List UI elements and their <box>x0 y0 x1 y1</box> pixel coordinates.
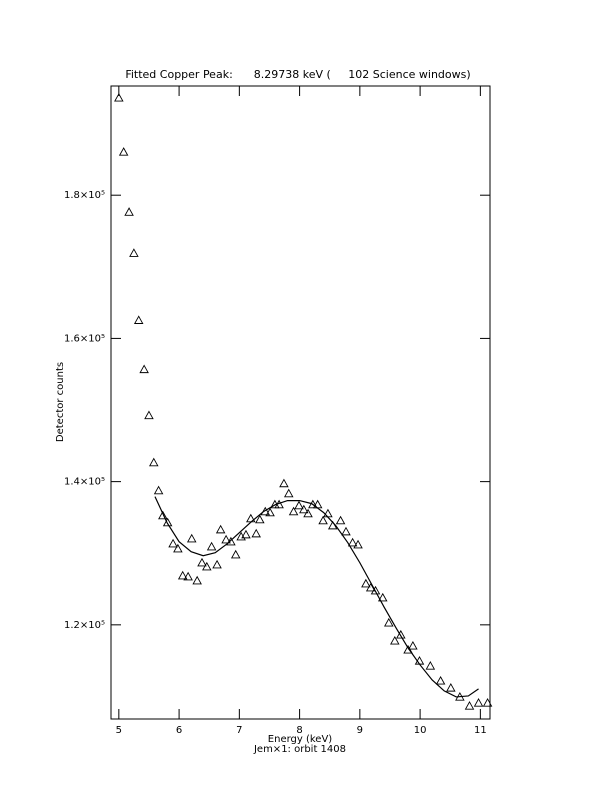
subtitle: Jem×1: orbit 1408 <box>253 744 346 755</box>
data-point <box>149 457 159 467</box>
data-point <box>446 682 456 692</box>
data-point <box>129 248 139 257</box>
chart-title: Fitted Copper Peak: 8.29738 keV ( 102 Sc… <box>125 68 470 81</box>
x-tick-label: 8 <box>296 725 302 736</box>
data-point <box>168 538 178 548</box>
data-point <box>473 698 484 707</box>
data-point <box>186 533 197 543</box>
data-point <box>173 543 183 553</box>
data-point <box>246 513 256 523</box>
data-point <box>206 541 217 551</box>
data-point <box>221 534 231 544</box>
data-point <box>396 629 406 639</box>
data-point <box>153 485 164 495</box>
data-point <box>288 506 299 516</box>
y-tick-label: 1.2×10⁵ <box>64 620 105 631</box>
data-point <box>118 147 129 156</box>
data-point <box>370 585 381 595</box>
data-point <box>408 640 418 650</box>
data-point <box>377 592 388 602</box>
data-point <box>482 698 493 707</box>
data-point <box>308 499 318 509</box>
x-tick-label: 7 <box>236 725 242 736</box>
data-point <box>299 504 309 514</box>
data-point <box>177 570 188 580</box>
data-point <box>335 515 346 525</box>
data-point <box>183 571 193 581</box>
data-point <box>323 508 333 518</box>
y-axis-label: Detector counts <box>55 362 66 442</box>
data-point <box>425 661 436 670</box>
data-point <box>303 508 313 518</box>
y-tick-label: 1.6×10⁵ <box>64 333 105 344</box>
data-point <box>464 701 475 710</box>
data-point <box>435 675 446 685</box>
data-point <box>283 488 294 498</box>
fit-line <box>154 496 479 698</box>
data-point <box>251 528 261 538</box>
data-point <box>192 575 202 585</box>
data-point <box>162 517 173 527</box>
x-tick-label: 6 <box>176 725 182 736</box>
data-point <box>384 617 394 627</box>
data-point <box>158 510 168 520</box>
data-point <box>202 561 212 571</box>
data-point <box>226 536 236 546</box>
data-point <box>139 364 149 374</box>
data-point <box>390 635 400 645</box>
data-point <box>114 92 124 102</box>
data-point <box>197 557 207 567</box>
data-point <box>215 524 226 534</box>
data-point <box>294 500 304 510</box>
data-point <box>353 539 363 549</box>
data-point <box>255 514 265 524</box>
data-point <box>124 207 134 216</box>
x-axis-label: Energy (keV) <box>268 734 333 745</box>
data-point <box>361 578 371 588</box>
y-tick-label: 1.8×10⁵ <box>64 190 105 201</box>
data-point <box>133 315 144 324</box>
data-point <box>144 410 154 420</box>
data-point <box>241 529 251 539</box>
x-tick-label: 5 <box>116 725 122 736</box>
data-point <box>212 559 222 569</box>
data-point <box>279 478 289 488</box>
data-point <box>230 549 241 559</box>
data-point <box>341 526 351 536</box>
x-tick-label: 10 <box>414 725 427 736</box>
data-point <box>265 507 275 517</box>
x-tick-label: 9 <box>357 725 363 736</box>
data-point <box>318 515 328 525</box>
data-point <box>347 537 358 547</box>
y-tick-label: 1.4×10⁵ <box>64 477 105 488</box>
x-tick-label: 11 <box>474 725 487 736</box>
plot-frame <box>110 85 491 720</box>
